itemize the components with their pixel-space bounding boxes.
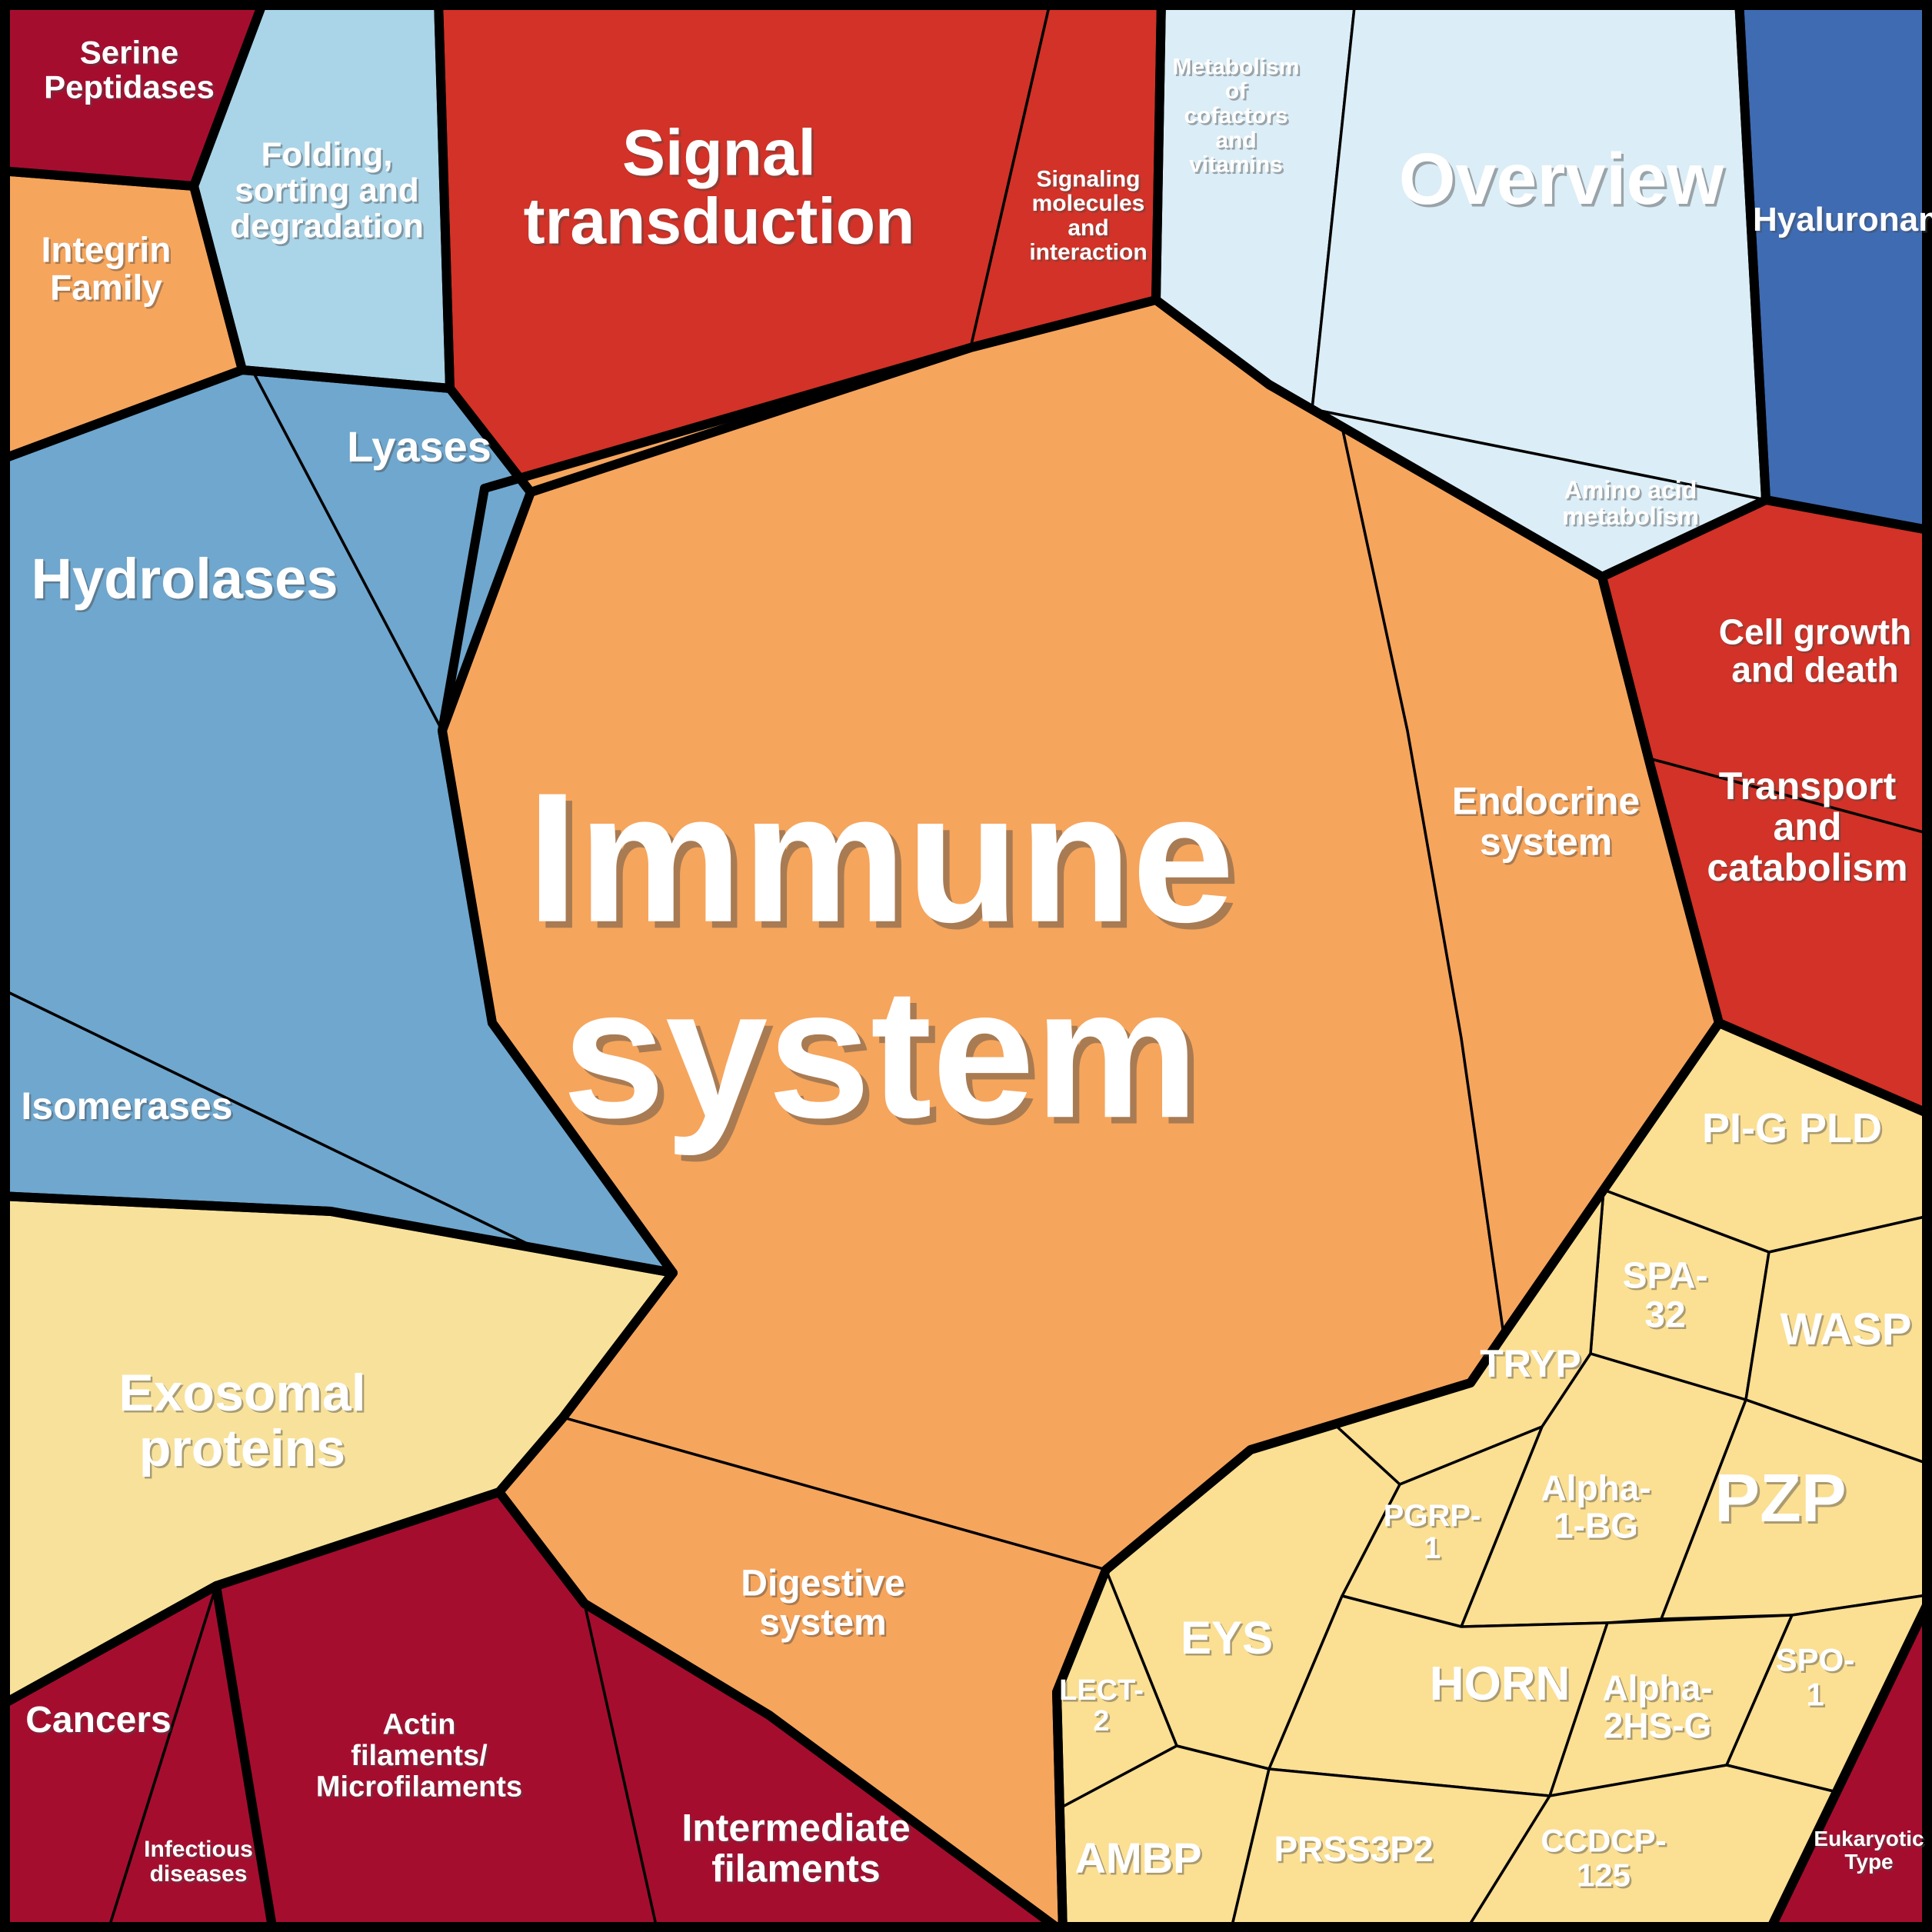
amino-acid-metabolism-label: Amino acid metabolism xyxy=(1562,476,1699,530)
cancers-label-shadow: Cancers xyxy=(28,1702,173,1743)
lect-2-label-shadow: LECT-2 xyxy=(1061,1676,1146,1739)
pzp-label: PZP xyxy=(1714,1460,1846,1536)
digestive-system-label: Digestive system xyxy=(741,1564,904,1644)
ccdcp-125-label: CCDCP-125 xyxy=(1541,1823,1666,1894)
group-outline-eukaryotic-type-group xyxy=(1764,1590,1932,1932)
alpha-1-bg-label-shadow: Alpha-1-BG xyxy=(1543,1470,1653,1547)
serine-peptidases-label-shadow: Serine Peptidases xyxy=(46,36,217,107)
alpha-2hs-g-label-shadow: Alpha-2HS-G xyxy=(1604,1670,1714,1747)
exosomal-proteins-label: Exosomal proteins xyxy=(118,1364,365,1477)
wasp-label: WASP xyxy=(1780,1304,1912,1354)
group-outline-cancers-group xyxy=(0,1581,278,1932)
transport-and-catabolism-label: Transport and catabolism xyxy=(1707,764,1907,889)
immune-system-label: Immune system xyxy=(527,754,1234,1156)
infectious-diseases-label: Infectious diseases xyxy=(144,1837,253,1887)
metabolism-cofactors-vitamins-label-shadow: Metabolism of cofactors and vitamins xyxy=(1174,56,1301,179)
metabolism-cofactors-vitamins-label: Metabolism of cofactors and vitamins xyxy=(1172,54,1299,177)
pzp-label-shadow: PZP xyxy=(1717,1462,1849,1538)
serine-peptidases-label: Serine Peptidases xyxy=(44,35,215,105)
spo-1-label-shadow: SPO-1 xyxy=(1777,1644,1857,1714)
prss3p2-label-shadow: PRSS3P2 xyxy=(1276,1831,1435,1871)
region-hyaluronan[interactable] xyxy=(1737,0,1932,532)
hyaluronan-label: Hyaluronan xyxy=(1753,201,1932,238)
ambp-label-shadow: AMBP xyxy=(1077,1836,1204,1884)
transport-and-catabolism-label-shadow: Transport and catabolism xyxy=(1709,767,1910,891)
eys-label: EYS xyxy=(1181,1612,1273,1664)
group-outline-cytoskeleton-group xyxy=(212,1487,1068,1932)
digestive-system-label-shadow: Digestive system xyxy=(743,1565,907,1645)
cell-growth-and-death-label: Cell growth and death xyxy=(1719,612,1911,690)
spo-1-label: SPO-1 xyxy=(1776,1642,1855,1713)
region-wasp[interactable] xyxy=(1744,1214,1932,1467)
signaling-molecules-label-shadow: Signaling molecules and interaction xyxy=(1031,168,1149,267)
eukaryotic-type-label-shadow: Eukaryotic Type xyxy=(1816,1829,1926,1876)
hydrolases-label-shadow: Hydrolases xyxy=(33,549,340,613)
ambp-label: AMBP xyxy=(1075,1834,1202,1882)
spa-32-label: SPA-32 xyxy=(1622,1256,1707,1336)
pgrp-1-label-shadow: PGRP-1 xyxy=(1385,1501,1483,1567)
integrin-family-label-shadow: Integrin Family xyxy=(43,232,173,309)
ccdcp-125-label-shadow: CCDCP-125 xyxy=(1543,1824,1668,1895)
wasp-label-shadow: WASP xyxy=(1782,1307,1914,1357)
actin-filaments-label: Actin filaments/Microfilaments xyxy=(316,1709,522,1804)
endocrine-system-label-shadow: Endocrine system xyxy=(1454,781,1641,865)
amino-acid-metabolism-label-shadow: Amino acid metabolism xyxy=(1564,478,1701,532)
tryp-label: TRYP xyxy=(1480,1342,1581,1385)
isomerases-label: Isomerases xyxy=(21,1084,232,1128)
integrin-family-label: Integrin Family xyxy=(42,230,172,308)
overview-label-shadow: Overview xyxy=(1401,141,1727,222)
lyases-label-shadow: Lyases xyxy=(349,425,494,473)
isomerases-label-shadow: Isomerases xyxy=(23,1087,235,1130)
endocrine-system-label: Endocrine system xyxy=(1452,780,1640,864)
cancers-label: Cancers xyxy=(25,1700,171,1740)
hyaluronan-label-shadow: Hyaluronan xyxy=(1754,203,1932,241)
intermediate-filaments-label-shadow: Intermediate filaments xyxy=(684,1808,912,1892)
spa-32-label-shadow: SPA-32 xyxy=(1624,1257,1710,1337)
signal-transduction-label: Signal transduction xyxy=(524,116,915,257)
immune-system-label-shadow: Immune system xyxy=(533,761,1241,1162)
alpha-1-bg-label: Alpha-1-BG xyxy=(1541,1468,1651,1546)
pi-g-pld-label: PI-G PLD xyxy=(1702,1105,1882,1151)
intermediate-filaments-label: Intermediate filaments xyxy=(681,1807,910,1890)
horn-label: HORN xyxy=(1430,1657,1571,1710)
eukaryotic-type-label: Eukaryotic Type xyxy=(1814,1827,1924,1874)
horn-label-shadow: HORN xyxy=(1431,1660,1572,1713)
signal-transduction-label-shadow: Signal transduction xyxy=(526,118,918,259)
overview-label: Overview xyxy=(1399,138,1725,220)
region-prss3p2[interactable] xyxy=(1229,1767,1551,1932)
infectious-diseases-label-shadow: Infectious diseases xyxy=(146,1839,255,1889)
exosomal-proteins-label-shadow: Exosomal proteins xyxy=(121,1365,368,1479)
pgrp-1-label: PGRP-1 xyxy=(1384,1499,1481,1565)
pi-g-pld-label-shadow: PI-G PLD xyxy=(1704,1108,1884,1154)
prss3p2-label: PRSS3P2 xyxy=(1274,1829,1433,1869)
eys-label-shadow: EYS xyxy=(1182,1614,1274,1666)
group-outline-hyaluronan-group xyxy=(1734,0,1932,535)
lyases-label: Lyases xyxy=(347,422,491,471)
lect-2-label: LECT-2 xyxy=(1059,1674,1144,1737)
cell-growth-and-death-label-shadow: Cell growth and death xyxy=(1720,614,1913,691)
folding-sorting-degradation-label-shadow: Folding, sorting and degradation xyxy=(232,138,426,247)
actin-filaments-label-shadow: Actin filaments/Microfilaments xyxy=(318,1710,524,1805)
tryp-label-shadow: TRYP xyxy=(1482,1344,1584,1387)
hydrolases-label: Hydrolases xyxy=(32,547,338,611)
signaling-molecules-label: Signaling molecules and interaction xyxy=(1029,166,1147,265)
group-outline-secreted-proteins-group xyxy=(1052,1018,1932,1932)
folding-sorting-degradation-label: Folding, sorting and degradation xyxy=(230,135,424,245)
alpha-2hs-g-label: Alpha-2HS-G xyxy=(1602,1668,1712,1746)
